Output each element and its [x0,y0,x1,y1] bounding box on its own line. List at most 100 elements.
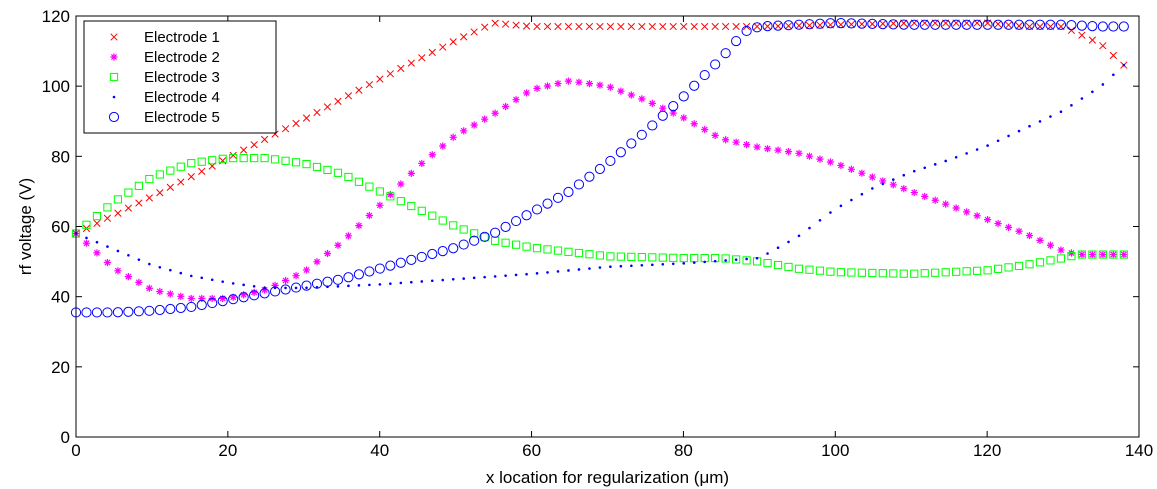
data-point [137,258,141,261]
data-point [994,20,1002,28]
data-point [795,21,803,30]
data-point [145,284,153,292]
data-point [1025,260,1034,269]
data-point [302,160,311,169]
plot-marks [70,18,1129,318]
data-point [1007,134,1010,138]
data-point [1118,21,1129,32]
data-point [542,198,553,209]
data-point [965,152,968,155]
x-tick-label: 100 [821,441,849,460]
data-point [722,136,730,144]
data-point [690,22,698,31]
data-point [682,262,686,265]
data-point [668,100,679,112]
data-point [902,173,906,177]
data-point [829,211,832,214]
data-point [511,240,521,249]
data-point [680,22,688,31]
data-point [112,95,116,99]
data-point [449,38,457,46]
data-point [114,209,122,217]
data-point [302,266,311,274]
data-point [899,269,908,278]
data-point [166,290,174,298]
data-point [418,54,426,62]
data-point [605,155,616,167]
data-point [1120,250,1128,259]
data-point [734,258,738,261]
data-point [261,286,269,294]
data-point [898,19,909,30]
x-tick-label: 60 [522,441,541,460]
data-point [281,156,290,165]
data-point [783,20,794,31]
data-point [585,22,594,31]
x-tick-label: 40 [370,441,389,460]
data-point [1004,223,1013,231]
data-point [512,21,520,29]
data-point [186,301,197,313]
data-point [617,22,625,31]
legend-label: Electrode 1 [144,29,220,46]
data-point [679,253,688,263]
data-point [470,229,479,238]
data-point [871,187,874,190]
data-point [493,275,497,278]
data-point [323,165,332,175]
data-point [616,252,625,261]
data-point [396,197,405,206]
data-point [250,153,259,163]
data-point [795,149,803,157]
data-point [323,249,332,258]
y-tick-label: 60 [51,218,70,237]
data-point [418,159,426,168]
data-point [198,294,206,303]
data-point [710,59,721,70]
data-point [512,96,520,104]
data-point [889,19,897,28]
data-point [428,211,437,220]
legend-label: Electrode 2 [144,49,220,66]
data-point [389,282,392,285]
data-point [1091,90,1094,94]
data-point [711,131,719,139]
data-point [407,201,416,211]
data-point [993,264,1003,273]
data-point [900,185,908,193]
data-point [1015,227,1023,235]
data-point [313,258,321,266]
data-point [291,158,301,167]
data-point [615,147,626,158]
data-point [501,238,510,247]
data-point [510,215,522,227]
data-point [731,35,742,47]
data-point [290,282,302,293]
data-point [229,293,237,301]
data-point [187,294,195,303]
data-point [501,20,510,28]
data-point [1004,263,1013,272]
data-point [818,218,822,222]
data-point [640,263,644,267]
data-point [221,280,224,283]
data-point [292,119,300,128]
data-point [888,19,899,30]
data-point [91,307,103,318]
data-point [95,240,99,244]
data-point [187,173,195,181]
data-point [200,276,204,280]
data-point [564,22,573,31]
data-point [1109,51,1117,60]
data-point [933,163,937,166]
data-point [102,307,113,318]
data-point [721,22,730,31]
data-point [554,79,562,88]
data-point [1036,236,1044,244]
data-point [481,115,489,123]
data-point [650,263,654,267]
data-point [992,19,1004,30]
data-point [491,109,499,117]
data-point [312,162,322,172]
data-point [502,102,510,111]
